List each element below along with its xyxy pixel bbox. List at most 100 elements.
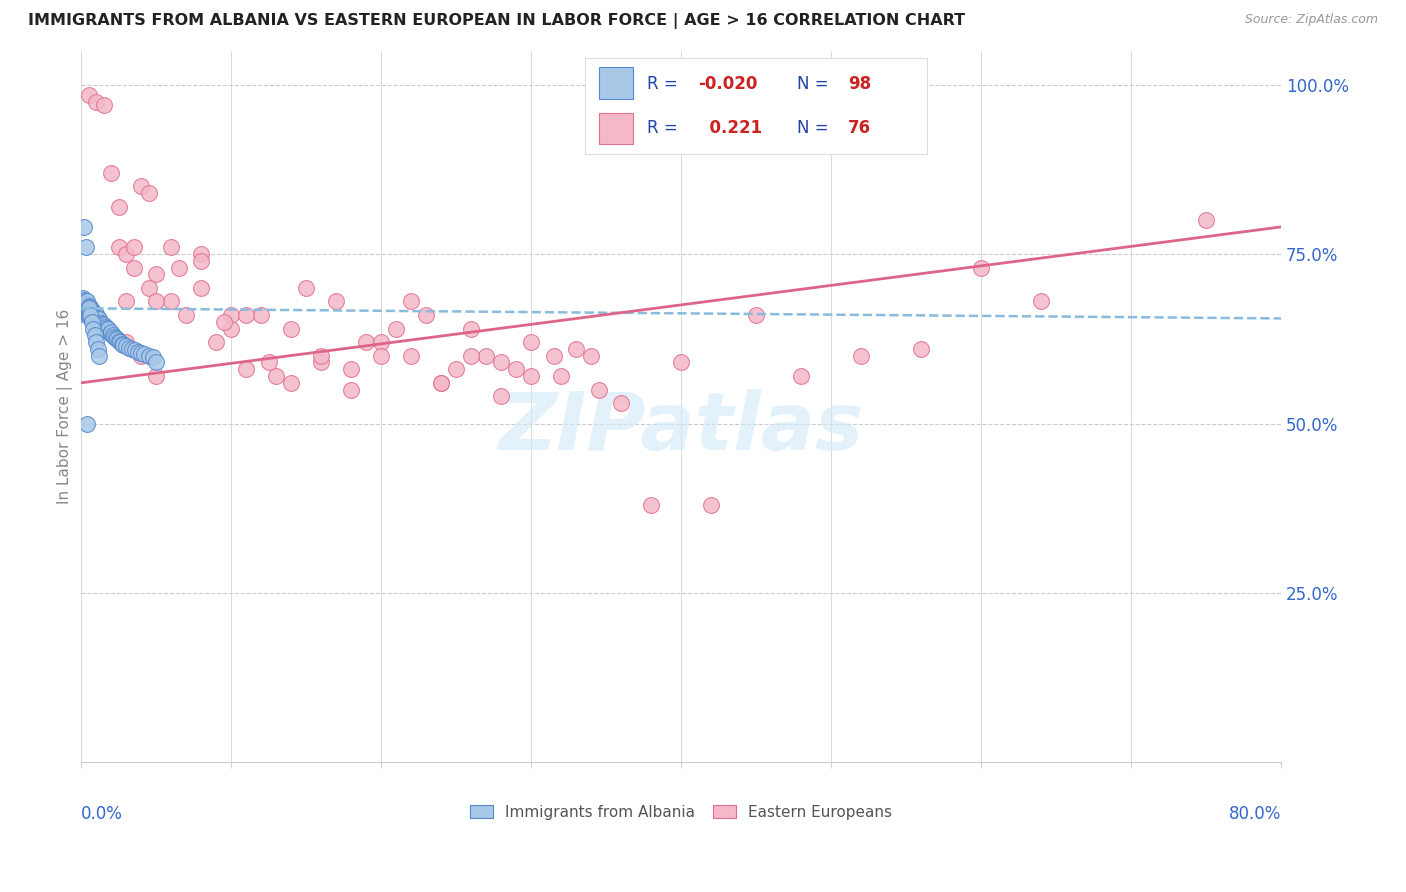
Point: [76, 307, 98, 321]
Point: [160, 240, 183, 254]
Point: [460, 349, 482, 363]
Point: [77, 301, 100, 316]
Point: [475, 349, 498, 363]
Point: [73, 295, 96, 310]
Point: [83, 328, 105, 343]
Point: [385, 321, 408, 335]
Text: 0.0%: 0.0%: [82, 805, 124, 823]
Point: [72, 294, 94, 309]
Point: [121, 342, 143, 356]
Point: [76, 296, 98, 310]
Point: [75, 240, 97, 254]
Point: [97, 322, 120, 336]
Point: [76, 304, 98, 318]
Point: [80, 307, 103, 321]
Point: [75, 296, 97, 310]
Point: [82, 309, 104, 323]
Point: [122, 260, 145, 275]
Point: [76, 299, 98, 313]
Point: [127, 344, 149, 359]
Point: [89, 316, 111, 330]
Point: [90, 316, 112, 330]
Point: [82, 304, 104, 318]
Point: [93, 320, 115, 334]
Point: [145, 355, 167, 369]
Point: [96, 323, 118, 337]
Point: [849, 349, 872, 363]
Point: [72, 298, 94, 312]
Point: [86, 310, 108, 325]
Point: [219, 308, 242, 322]
Point: [1029, 294, 1052, 309]
Point: [543, 349, 565, 363]
Point: [82, 310, 104, 325]
Point: [354, 335, 377, 350]
Point: [77, 301, 100, 316]
Legend: Immigrants from Albania, Eastern Europeans: Immigrants from Albania, Eastern Europea…: [464, 798, 898, 826]
Point: [108, 335, 131, 350]
Text: IMMIGRANTS FROM ALBANIA VS EASTERN EUROPEAN IN LABOR FORCE | AGE > 16 CORRELATIO: IMMIGRANTS FROM ALBANIA VS EASTERN EUROP…: [28, 13, 966, 29]
Point: [77, 87, 100, 102]
Point: [640, 498, 662, 512]
Point: [75, 299, 97, 313]
Point: [505, 362, 527, 376]
Point: [309, 355, 332, 369]
Point: [257, 355, 280, 369]
Point: [134, 347, 156, 361]
Point: [75, 304, 97, 318]
Point: [77, 299, 100, 313]
Point: [73, 293, 96, 307]
Point: [82, 307, 104, 321]
Point: [190, 281, 212, 295]
Point: [107, 200, 129, 214]
Point: [489, 389, 512, 403]
Point: [83, 310, 105, 324]
Point: [75, 308, 97, 322]
Point: [98, 326, 121, 340]
Y-axis label: In Labor Force | Age > 16: In Labor Force | Age > 16: [58, 309, 73, 504]
Point: [90, 318, 112, 332]
Point: [118, 341, 141, 355]
Point: [84, 307, 107, 321]
Point: [588, 383, 610, 397]
Point: [129, 179, 152, 194]
Point: [669, 355, 692, 369]
Point: [73, 297, 96, 311]
Point: [93, 98, 115, 112]
Point: [550, 369, 572, 384]
Point: [370, 349, 392, 363]
Point: [79, 304, 101, 318]
Point: [105, 333, 128, 347]
Point: [219, 321, 242, 335]
Point: [145, 268, 167, 282]
Point: [115, 294, 138, 309]
Point: [75, 301, 97, 315]
Text: ZIPatlas: ZIPatlas: [499, 389, 863, 467]
Point: [340, 383, 363, 397]
Point: [86, 313, 108, 327]
Point: [167, 260, 190, 275]
Point: [84, 310, 107, 324]
Point: [84, 313, 107, 327]
Point: [444, 362, 467, 376]
Point: [910, 342, 932, 356]
Point: [235, 308, 257, 322]
Text: Source: ZipAtlas.com: Source: ZipAtlas.com: [1244, 13, 1378, 27]
Point: [79, 301, 101, 316]
Point: [340, 362, 363, 376]
Point: [101, 328, 124, 343]
Point: [415, 308, 437, 322]
Point: [610, 396, 633, 410]
Point: [91, 317, 114, 331]
Point: [124, 343, 146, 358]
Point: [77, 305, 100, 319]
Point: [235, 362, 257, 376]
Point: [80, 303, 103, 318]
Point: [295, 281, 318, 295]
Point: [145, 369, 167, 384]
Point: [84, 95, 107, 109]
Point: [138, 349, 160, 363]
Point: [73, 219, 96, 234]
Point: [91, 318, 114, 333]
Point: [370, 335, 392, 350]
